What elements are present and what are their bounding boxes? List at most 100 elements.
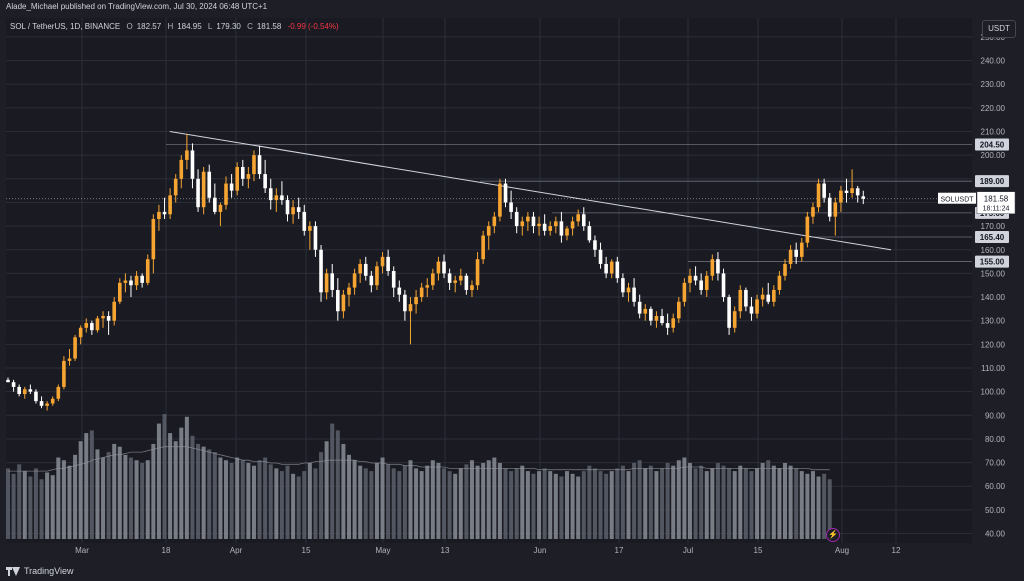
candle-body: [554, 221, 558, 227]
volume-bar: [140, 462, 145, 539]
x-axis: Mar 18 Apr 15 May 13 Jun 17 Jul 15 Aug 12: [75, 546, 901, 555]
current-price-tag: [976, 191, 1016, 214]
candle-body: [660, 315, 664, 324]
candle-body: [95, 318, 100, 331]
candle-body: [593, 240, 597, 250]
candle-body: [17, 386, 21, 395]
x-tick-label: Apr: [230, 546, 243, 555]
candle-body: [732, 311, 737, 328]
price-level-label: 165.40: [980, 233, 1005, 242]
candle-body: [78, 327, 83, 338]
volume-bar: [39, 479, 44, 539]
candle-body: [855, 188, 860, 196]
tradingview-logo[interactable]: TradingView: [6, 566, 74, 576]
candle-body: [123, 280, 128, 283]
candle-body: [296, 207, 301, 212]
volume-bar: [330, 423, 335, 539]
candle-body: [710, 259, 715, 276]
candle-body: [839, 190, 843, 203]
volume-bar: [436, 462, 441, 539]
volume-bar: [17, 464, 22, 539]
volume-bar: [492, 457, 497, 539]
symbol-tag: [938, 192, 976, 204]
lightning-icon[interactable]: ⚡: [826, 528, 840, 542]
price-level-tag: [975, 138, 1009, 151]
candle-body: [118, 282, 122, 302]
currency-button[interactable]: USDT: [982, 20, 1016, 38]
y-tick-label: 140.00: [981, 293, 1006, 302]
candle-body: [755, 299, 759, 314]
volume-bar: [229, 462, 234, 539]
trendline: [169, 131, 892, 251]
volume-bar: [173, 441, 178, 539]
chart-area[interactable]: [6, 18, 972, 543]
volume-bar: [291, 473, 296, 539]
candle-body: [805, 216, 810, 243]
symbol-tag-label: SOLUSDT: [940, 197, 974, 204]
candle-body: [587, 226, 592, 241]
candle-body: [145, 259, 150, 283]
candle-body: [73, 337, 77, 359]
candle-body: [581, 214, 586, 227]
volume-bar: [134, 460, 139, 539]
volume-bar: [481, 462, 486, 539]
y-tick-label: 170.00: [981, 222, 1006, 231]
symbol-legend: SOL / TetherUS, 1D, BINANCE O 182.57 H 184…: [10, 22, 343, 31]
price-level-label: 189.00: [980, 177, 1005, 186]
volume-ma-layer: [8, 446, 830, 472]
candle-body: [442, 261, 446, 274]
volume-bar: [263, 457, 268, 539]
volume-bar: [196, 443, 201, 539]
candle-body: [576, 214, 580, 222]
candle-body: [749, 306, 754, 314]
volume-bar: [162, 414, 167, 539]
candle-body: [649, 308, 653, 321]
volume-bar: [676, 460, 681, 539]
volume-bar: [313, 468, 318, 539]
volume-bar: [184, 416, 189, 539]
candle-body: [598, 249, 603, 264]
volume-bar: [743, 468, 748, 539]
candle-body: [263, 174, 267, 189]
volume-bar: [33, 468, 38, 539]
volume-bar: [570, 473, 575, 539]
candle-body: [112, 301, 117, 321]
candle-body: [621, 278, 625, 293]
candle-body: [475, 259, 480, 286]
candle-body: [509, 202, 513, 212]
y-tick-label: 110.00: [981, 364, 1005, 373]
candle-body: [811, 207, 815, 217]
volume-bar: [45, 472, 50, 539]
volume-bar: [50, 475, 55, 539]
volume-bar: [11, 473, 16, 539]
candle-body: [721, 273, 726, 298]
candle-body: [6, 379, 10, 383]
candle-body: [688, 275, 692, 283]
change-value: -0.99 (-0.54%): [287, 22, 339, 31]
candle-body: [704, 275, 709, 290]
volume-bar: [117, 446, 122, 539]
candle-body: [425, 285, 430, 288]
price-levels-layer: [6, 144, 972, 262]
price-level-tag: [975, 175, 1009, 188]
candle-body: [833, 202, 838, 217]
candle-body: [615, 261, 620, 279]
candle-body: [727, 297, 731, 328]
volume-bar: [268, 464, 273, 539]
volume-bar: [201, 446, 206, 539]
candle-body: [101, 315, 105, 319]
candle-body: [643, 308, 648, 314]
volume-bar: [274, 468, 279, 539]
volume-bar: [553, 473, 558, 539]
volume-bar: [727, 468, 732, 539]
volume-bar: [123, 454, 128, 539]
candle-body: [140, 275, 144, 283]
volume-bar: [548, 471, 553, 539]
volume-bar: [67, 465, 72, 539]
candle-body: [738, 289, 743, 312]
y-tick-label: 70.00: [985, 459, 1006, 468]
y-tick-label: 40.00: [985, 530, 1006, 539]
volume-bar: [514, 468, 519, 539]
candle-body: [671, 318, 676, 328]
